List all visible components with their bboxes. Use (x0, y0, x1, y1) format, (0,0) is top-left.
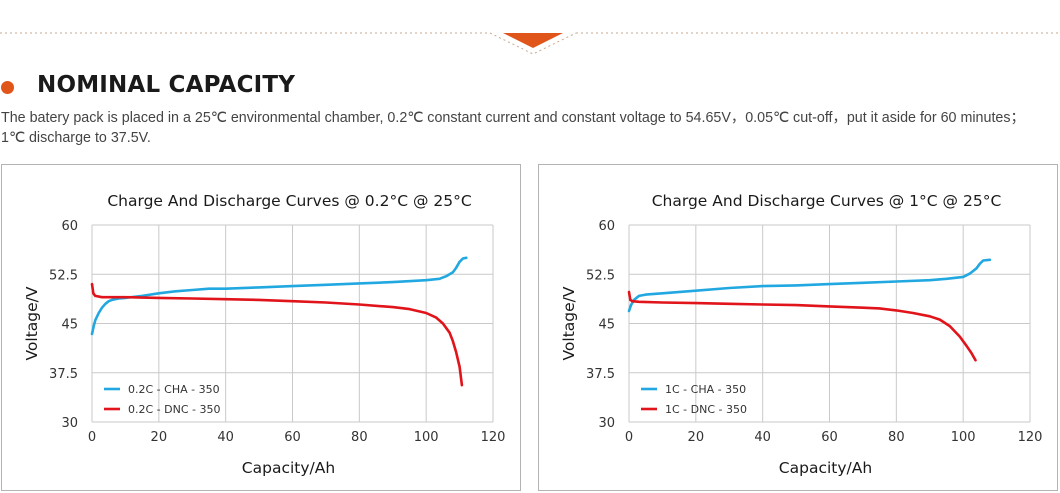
y-tick-label: 30 (61, 416, 78, 431)
divider-notch-arrow (503, 33, 563, 48)
x-axis-label: Capacity/Ah (242, 459, 335, 477)
x-tick-label: 20 (688, 430, 705, 445)
section-description: The batery pack is placed in a 25℃ envir… (1, 108, 1056, 148)
x-tick-label: 60 (284, 430, 301, 445)
y-axis-label: Voltage/V (560, 286, 578, 360)
x-tick-label: 40 (754, 430, 771, 445)
y-tick-label: 60 (598, 219, 615, 234)
heading-bullet-dot (1, 81, 14, 94)
x-tick-label: 60 (821, 430, 838, 445)
description-line-2: 1℃ discharge to 37.5V. (1, 130, 151, 146)
x-tick-label: 40 (217, 430, 234, 445)
y-tick-label: 52.5 (49, 268, 78, 283)
divider-notch-outline (489, 32, 577, 55)
x-tick-label: 120 (481, 430, 506, 445)
x-tick-label: 20 (151, 430, 168, 445)
y-tick-label: 45 (598, 318, 615, 333)
y-axis-label: Voltage/V (23, 286, 41, 360)
top-divider (0, 32, 1060, 55)
series-line-1 (90, 282, 464, 387)
x-tick-label: 80 (888, 430, 905, 445)
series-line-1 (627, 290, 977, 362)
legend-label-1: 0.2C - DNC - 350 (128, 403, 220, 416)
y-tick-label: 60 (61, 219, 78, 234)
section-title: NOMINAL CAPACITY (37, 72, 296, 98)
y-tick-label: 52.5 (586, 268, 615, 283)
x-tick-label: 0 (625, 430, 633, 445)
y-tick-label: 37.5 (586, 367, 615, 382)
y-tick-label: 30 (598, 416, 615, 431)
legend-label-1: 1C - DNC - 350 (665, 403, 747, 416)
y-tick-label: 37.5 (49, 367, 78, 382)
chart-0-2c: Charge And Discharge Curves @ 0.2°C @ 25… (23, 192, 506, 477)
x-tick-label: 100 (414, 430, 439, 445)
legend-label-0: 0.2C - CHA - 350 (128, 383, 220, 396)
chart-1c: Charge And Discharge Curves @ 1°C @ 25°C… (560, 192, 1043, 477)
chart-panel-1c: Charge And Discharge Curves @ 1°C @ 25°C… (538, 164, 1058, 491)
section-heading: NOMINAL CAPACITY (0, 72, 1060, 104)
chart-panel-0-2c: Charge And Discharge Curves @ 0.2°C @ 25… (1, 164, 521, 491)
x-tick-label: 80 (351, 430, 368, 445)
chart-title: Charge And Discharge Curves @ 0.2°C @ 25… (107, 192, 471, 210)
x-tick-label: 120 (1018, 430, 1043, 445)
description-line-1: The batery pack is placed in a 25℃ envir… (1, 110, 1025, 126)
series-line-0 (90, 256, 468, 336)
x-tick-label: 100 (951, 430, 976, 445)
y-tick-label: 45 (61, 318, 78, 333)
x-axis-label: Capacity/Ah (779, 459, 872, 477)
series-line-0 (627, 258, 992, 313)
legend-label-0: 1C - CHA - 350 (665, 383, 746, 396)
chart-title: Charge And Discharge Curves @ 1°C @ 25°C (652, 192, 1002, 210)
x-tick-label: 0 (88, 430, 96, 445)
